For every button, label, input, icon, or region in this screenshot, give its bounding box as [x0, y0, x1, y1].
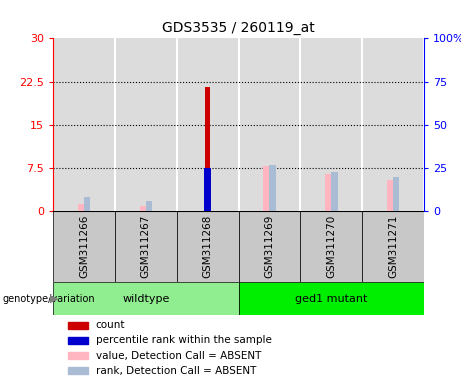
Bar [177, 211, 239, 282]
Bar [146, 201, 152, 211]
Title: GDS3535 / 260119_at: GDS3535 / 260119_at [162, 21, 315, 35]
Text: GSM311266: GSM311266 [79, 215, 89, 278]
Bar [68, 367, 88, 374]
Text: wildtype: wildtype [122, 293, 170, 304]
Bar [68, 352, 88, 359]
Text: count: count [96, 320, 125, 330]
Bar [140, 206, 146, 211]
Text: GSM311269: GSM311269 [265, 215, 274, 278]
Bar [204, 168, 211, 211]
Text: genotype/variation: genotype/variation [2, 293, 95, 304]
Bar [78, 204, 84, 211]
Text: ged1 mutant: ged1 mutant [295, 293, 367, 304]
Bar [239, 282, 424, 315]
Bar [115, 211, 177, 282]
Bar [301, 211, 362, 282]
Text: GSM311271: GSM311271 [388, 215, 398, 278]
Text: GSM311268: GSM311268 [203, 215, 213, 278]
Bar [387, 180, 393, 211]
Bar [68, 322, 88, 329]
Bar [263, 166, 270, 211]
Text: GSM311270: GSM311270 [326, 215, 337, 278]
Bar [325, 174, 331, 211]
Bar [331, 172, 337, 211]
Bar [68, 337, 88, 344]
Bar [53, 211, 115, 282]
Bar [270, 165, 276, 211]
Bar [53, 282, 239, 315]
Text: ▶: ▶ [50, 293, 58, 304]
Bar [393, 177, 399, 211]
Bar [205, 87, 210, 211]
Text: GSM311267: GSM311267 [141, 215, 151, 278]
Text: percentile rank within the sample: percentile rank within the sample [96, 336, 272, 346]
Text: rank, Detection Call = ABSENT: rank, Detection Call = ABSENT [96, 366, 256, 376]
Text: value, Detection Call = ABSENT: value, Detection Call = ABSENT [96, 351, 261, 361]
Bar [362, 211, 424, 282]
Bar [239, 211, 301, 282]
Bar [84, 197, 90, 211]
